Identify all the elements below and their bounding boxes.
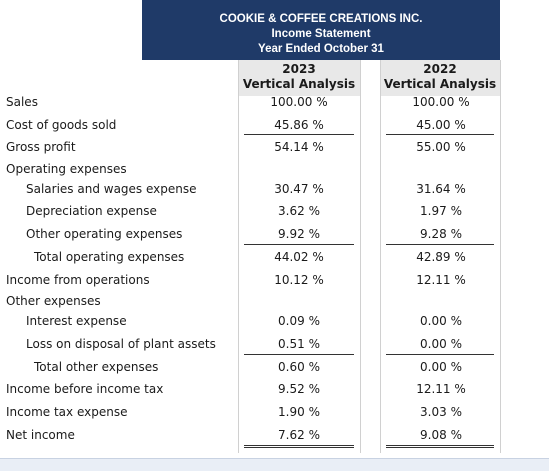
table-row: Total operating expenses 44.02 % 42.89 %	[0, 247, 549, 267]
value-2022: 12.11 %	[416, 382, 466, 396]
value-2023: 45.86 %	[274, 118, 324, 132]
column-divider	[380, 60, 381, 453]
row-label: Salaries and wages expense	[26, 182, 197, 196]
table-row: Salaries and wages expense 30.47 % 31.64…	[0, 179, 549, 199]
value-2023: 7.62 %	[278, 428, 320, 442]
subtotal-underline	[244, 134, 354, 135]
table-row: Sales 100.00 % 100.00 %	[0, 92, 549, 112]
value-2022: 12.11 %	[416, 273, 466, 287]
value-2022: 1.97 %	[420, 204, 462, 218]
value-2023: 100.00 %	[270, 95, 328, 109]
row-label: Total other expenses	[34, 360, 159, 374]
value-2022: 9.28 %	[420, 227, 462, 241]
row-label: Interest expense	[26, 314, 127, 328]
column-divider	[238, 60, 239, 453]
subtotal-underline	[386, 134, 494, 135]
value-2022: 31.64 %	[416, 182, 466, 196]
table-row: Income tax expense 1.90 % 3.03 %	[0, 402, 549, 422]
row-label: Loss on disposal of plant assets	[26, 337, 216, 351]
subtotal-underline	[244, 354, 354, 355]
table-row: Gross profit 54.14 % 55.00 %	[0, 137, 549, 157]
value-2023: 9.92 %	[278, 227, 320, 241]
subtotal-underline	[386, 354, 494, 355]
total-double-underline	[386, 445, 494, 448]
row-label: Income tax expense	[6, 405, 128, 419]
table-row: Income from operations 10.12 % 12.11 %	[0, 270, 549, 290]
table-row: Loss on disposal of plant assets 0.51 % …	[0, 334, 549, 354]
row-label: Gross profit	[6, 140, 76, 154]
value-2023: 54.14 %	[274, 140, 324, 154]
bottom-bar	[0, 458, 549, 471]
table-row: Depreciation expense 3.62 % 1.97 %	[0, 201, 549, 221]
row-label: Net income	[6, 428, 75, 442]
value-2023: 0.60 %	[278, 360, 320, 374]
column-header-2022: 2022 Vertical Analysis	[380, 60, 500, 96]
value-2022: 0.00 %	[420, 337, 462, 351]
row-label: Income before income tax	[6, 382, 164, 396]
table-row: Other expenses	[0, 291, 549, 311]
value-2022: 3.03 %	[420, 405, 462, 419]
column-year-2022: 2022	[423, 62, 457, 76]
row-label: Cost of goods sold	[6, 118, 117, 132]
value-2023: 0.09 %	[278, 314, 320, 328]
row-label: Depreciation expense	[26, 204, 157, 218]
value-2023: 9.52 %	[278, 382, 320, 396]
value-2022: 9.08 %	[420, 428, 462, 442]
table-row: Operating expenses	[0, 159, 549, 179]
value-2022: 42.89 %	[416, 250, 466, 264]
value-2022: 55.00 %	[416, 140, 466, 154]
value-2022: 0.00 %	[420, 360, 462, 374]
table-row: Interest expense 0.09 % 0.00 %	[0, 311, 549, 331]
value-2023: 30.47 %	[274, 182, 324, 196]
row-label: Income from operations	[6, 273, 150, 287]
company-name: COOKIE & COFFEE CREATIONS INC.	[219, 13, 423, 25]
value-2022: 0.00 %	[420, 314, 462, 328]
value-2023: 1.90 %	[278, 405, 320, 419]
statement-title: Income Statement	[271, 28, 371, 40]
value-2023: 0.51 %	[278, 337, 320, 351]
statement-period: Year Ended October 31	[258, 43, 384, 55]
table-row: Total other expenses 0.60 % 0.00 %	[0, 357, 549, 377]
value-2022: 100.00 %	[412, 95, 470, 109]
column-label-2022: Vertical Analysis	[383, 77, 497, 91]
value-2023: 3.62 %	[278, 204, 320, 218]
table-row: Other operating expenses 9.92 % 9.28 %	[0, 224, 549, 244]
column-label-2023: Vertical Analysis	[242, 77, 356, 91]
column-divider	[500, 60, 501, 453]
row-label: Other expenses	[6, 294, 101, 308]
column-year-2023: 2023	[282, 62, 316, 76]
row-label: Operating expenses	[6, 162, 127, 176]
column-divider	[360, 60, 361, 453]
row-label: Other operating expenses	[26, 227, 183, 241]
total-double-underline	[244, 445, 354, 448]
subtotal-underline	[244, 244, 354, 245]
row-label: Total operating expenses	[34, 250, 185, 264]
value-2023: 10.12 %	[274, 273, 324, 287]
statement-header: COOKIE & COFFEE CREATIONS INC. Income St…	[142, 0, 500, 60]
subtotal-underline	[386, 244, 494, 245]
table-row: Net income 7.62 % 9.08 %	[0, 425, 549, 445]
column-header-2023: 2023 Vertical Analysis	[238, 60, 360, 96]
table-row: Cost of goods sold 45.86 % 45.00 %	[0, 115, 549, 135]
table-row: Income before income tax 9.52 % 12.11 %	[0, 379, 549, 399]
value-2022: 45.00 %	[416, 118, 466, 132]
value-2023: 44.02 %	[274, 250, 324, 264]
row-label: Sales	[6, 95, 38, 109]
